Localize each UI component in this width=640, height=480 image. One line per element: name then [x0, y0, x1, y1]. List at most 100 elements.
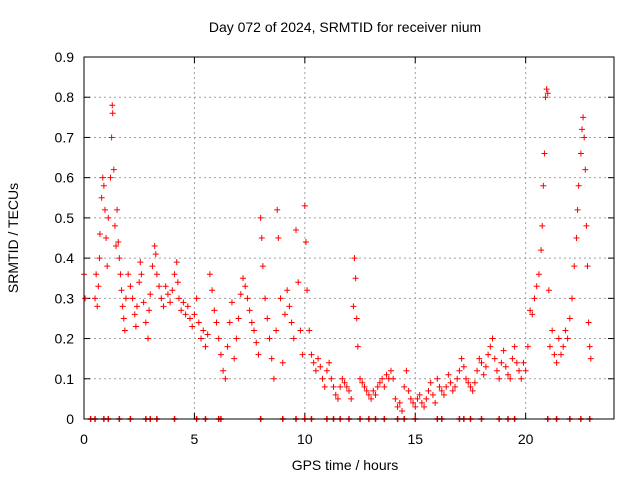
- data-point: [482, 363, 489, 370]
- data-point: [566, 315, 573, 322]
- data-point: [578, 126, 585, 133]
- data-point: [257, 214, 264, 221]
- data-point: [412, 403, 419, 410]
- data-point: [114, 206, 121, 213]
- data-point: [182, 311, 189, 318]
- data-point: [226, 319, 233, 326]
- data-point: [147, 291, 154, 298]
- data-point: [353, 315, 360, 322]
- data-point: [374, 383, 381, 390]
- data-point: [502, 363, 509, 370]
- data-point: [312, 367, 319, 374]
- data-point: [95, 283, 102, 290]
- data-point: [118, 287, 125, 294]
- data-point: [204, 331, 211, 338]
- data-point: [233, 335, 240, 342]
- data-point: [293, 226, 299, 233]
- data-point: [361, 383, 368, 390]
- data-point: [328, 375, 335, 382]
- data-point: [403, 367, 410, 374]
- data-point: [302, 239, 309, 246]
- data-point: [524, 343, 531, 350]
- data-point: [160, 303, 167, 310]
- data-point: [368, 395, 375, 402]
- data-point: [580, 114, 587, 121]
- data-point: [279, 359, 286, 366]
- data-point: [167, 299, 174, 306]
- data-point: [323, 367, 330, 374]
- data-point: [421, 403, 428, 410]
- data-point: [465, 379, 472, 386]
- data-point: [544, 90, 551, 97]
- data-point: [156, 283, 163, 290]
- data-point: [93, 271, 100, 278]
- y-tick-label: 0.9: [55, 49, 75, 65]
- data-point: [277, 295, 284, 302]
- data-point: [460, 363, 467, 370]
- data-point: [405, 387, 412, 394]
- data-point: [140, 299, 147, 306]
- data-point: [125, 271, 132, 278]
- data-point: [132, 323, 139, 330]
- data-point: [489, 335, 496, 342]
- data-point: [326, 359, 333, 366]
- y-tick-label: 0.4: [55, 250, 75, 266]
- data-point: [516, 367, 523, 374]
- data-point: [586, 343, 593, 350]
- data-point: [538, 247, 545, 254]
- data-point: [96, 230, 103, 237]
- data-point: [100, 182, 107, 189]
- data-point: [164, 291, 171, 298]
- data-point: [198, 335, 205, 342]
- x-tick-label: 5: [191, 431, 199, 447]
- data-point: [173, 259, 180, 266]
- data-point: [546, 343, 553, 350]
- x-tick-label: 0: [80, 431, 88, 447]
- data-point: [105, 214, 112, 221]
- data-point: [440, 391, 447, 398]
- data-point: [319, 375, 326, 382]
- data-point: [447, 379, 454, 386]
- data-point: [228, 299, 235, 306]
- data-point: [496, 375, 503, 382]
- data-point: [284, 287, 291, 294]
- x-axis-label: GPS time / hours: [292, 457, 399, 473]
- data-point: [583, 222, 590, 229]
- data-point: [334, 395, 341, 402]
- data-point: [520, 359, 527, 366]
- data-point: [359, 379, 366, 386]
- data-point: [410, 399, 417, 406]
- data-point: [92, 295, 99, 302]
- data-point: [158, 295, 165, 302]
- data-point: [240, 275, 246, 282]
- data-point: [370, 387, 377, 394]
- data-point: [351, 255, 358, 262]
- data-point: [235, 315, 242, 322]
- data-point: [174, 279, 181, 286]
- data-point: [110, 166, 117, 173]
- data-point: [341, 379, 348, 386]
- data-point: [581, 134, 588, 141]
- data-point: [560, 343, 567, 350]
- data-point: [142, 319, 149, 326]
- data-point: [146, 307, 153, 314]
- data-point: [571, 263, 578, 270]
- data-point: [396, 399, 403, 406]
- data-point: [500, 347, 507, 354]
- data-point: [82, 295, 89, 302]
- data-point: [434, 375, 441, 382]
- data-point: [209, 287, 216, 294]
- data-point: [175, 295, 182, 302]
- data-point: [295, 279, 302, 286]
- data-point: [217, 351, 224, 358]
- data-point: [211, 307, 218, 314]
- data-point: [513, 359, 520, 366]
- data-point: [509, 355, 516, 362]
- data-point: [131, 311, 138, 318]
- data-point: [399, 407, 405, 414]
- data-point: [352, 275, 359, 282]
- data-point: [343, 383, 350, 390]
- data-point: [171, 271, 178, 278]
- data-point: [584, 263, 591, 270]
